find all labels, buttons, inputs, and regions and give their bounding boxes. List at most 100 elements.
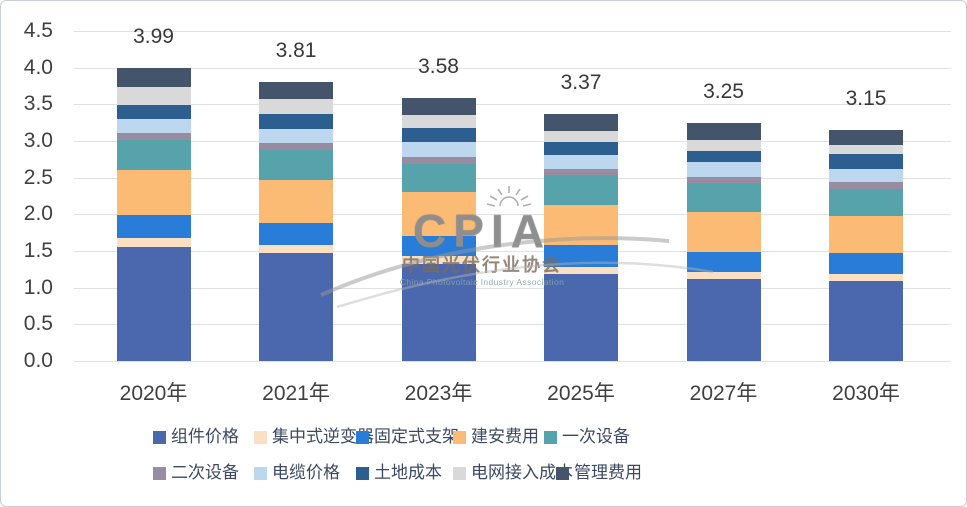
legend-label: 电缆价格 xyxy=(272,463,340,482)
y-axis-tick-label: 3.0 xyxy=(23,129,53,152)
bar-segment xyxy=(116,169,191,216)
gridline xyxy=(74,361,951,362)
legend-swatch-icon xyxy=(254,466,267,480)
gridline xyxy=(74,287,951,289)
bar-segment xyxy=(116,215,191,238)
bar-2027 xyxy=(686,1,761,361)
x-axis-tick-label: 2025年 xyxy=(547,382,615,405)
y-axis-tick-label: 1.0 xyxy=(23,275,53,299)
gridline xyxy=(74,251,951,252)
legend-item: 组件价格 xyxy=(153,427,239,446)
bar-segment xyxy=(829,145,903,155)
bar-segment xyxy=(544,267,618,275)
legend-swatch-icon xyxy=(356,430,369,444)
bar-segment xyxy=(544,245,618,268)
bar-segment xyxy=(686,278,761,361)
bar-segment xyxy=(686,212,761,253)
bar-segment xyxy=(401,235,476,257)
legend-item: 建安费用 xyxy=(453,428,539,445)
bar-total-label: 3.25 xyxy=(703,79,744,103)
y-axis-tick-label: 2.0 xyxy=(23,202,53,226)
bar-segment xyxy=(544,131,618,142)
legend-item: 一次设备 xyxy=(544,428,630,445)
bar-segment xyxy=(829,281,903,361)
bar-segment xyxy=(401,142,476,158)
legend-swatch-icon xyxy=(254,430,267,444)
bar-segment xyxy=(686,176,761,183)
legend-label: 二次设备 xyxy=(171,463,239,482)
bar-segment xyxy=(401,157,476,164)
bar-segment xyxy=(116,247,191,361)
bar-segment xyxy=(829,154,903,169)
bar-segment xyxy=(259,253,333,361)
legend-item: 电网接入成本 xyxy=(453,463,573,482)
bar-segment xyxy=(829,168,903,183)
gridline xyxy=(74,104,951,106)
bar-segment xyxy=(829,274,903,282)
legend-swatch-icon xyxy=(453,466,466,480)
gridline xyxy=(74,324,951,326)
bar-segment xyxy=(829,215,903,254)
legend-swatch-icon xyxy=(556,466,569,480)
x-axis-tick-label: 2020年 xyxy=(119,382,188,405)
gridline xyxy=(74,141,951,142)
legend-swatch-icon xyxy=(153,466,166,480)
bar-total-label: 3.37 xyxy=(560,70,602,94)
x-axis-tick-label: 2027年 xyxy=(689,382,758,405)
legend-item: 土地成本 xyxy=(356,463,442,482)
bar-2025 xyxy=(544,1,618,361)
bar-segment xyxy=(116,119,191,133)
bar-segment xyxy=(829,130,903,146)
bar-segment xyxy=(544,154,618,169)
bar-segment xyxy=(259,245,333,254)
bar-segment xyxy=(829,182,903,189)
bar-segment xyxy=(401,256,476,265)
bar-segment xyxy=(116,139,191,170)
legend-item: 集中式逆变器 xyxy=(254,427,374,446)
gridline xyxy=(74,214,951,216)
bar-segment xyxy=(544,274,618,361)
bar-2020 xyxy=(116,1,191,361)
bar-segment xyxy=(401,192,476,236)
bar-segment xyxy=(686,252,761,273)
y-axis-tick-label: 4.5 xyxy=(23,19,53,42)
legend-item: 二次设备 xyxy=(153,463,239,482)
legend-item: 固定式支架 xyxy=(356,427,459,446)
bar-segment xyxy=(116,105,191,119)
bar-segment xyxy=(116,68,191,88)
bar-segment xyxy=(544,113,618,132)
legend-label: 固定式支架 xyxy=(374,427,459,446)
y-axis-tick-label: 2.5 xyxy=(23,165,53,189)
bar-segment xyxy=(259,128,333,144)
legend-swatch-icon xyxy=(453,430,466,444)
bar-2030 xyxy=(829,1,903,361)
bar-segment xyxy=(829,253,903,275)
legend-label: 土地成本 xyxy=(374,463,442,482)
y-axis-tick-label: 4.0 xyxy=(23,55,53,79)
y-axis-tick-label: 0.5 xyxy=(23,312,53,336)
x-axis-tick-label: 2021年 xyxy=(262,382,330,405)
legend-label: 组件价格 xyxy=(171,427,239,446)
bar-segment xyxy=(401,98,476,116)
bar-segment xyxy=(259,81,333,100)
bar-segment xyxy=(259,223,333,246)
y-axis-tick-label: 3.5 xyxy=(23,92,53,116)
y-axis-tick-label: 0.0 xyxy=(23,349,53,372)
legend-label: 集中式逆变器 xyxy=(272,427,374,446)
bar-2021 xyxy=(259,1,333,361)
bar-total-label: 3.81 xyxy=(275,38,317,62)
bar-segment xyxy=(544,168,618,176)
legend-label: 电网接入成本 xyxy=(471,463,573,482)
bar-segment xyxy=(401,264,476,361)
bar-segment xyxy=(116,237,191,248)
bar-segment xyxy=(116,132,191,140)
bar-segment xyxy=(544,175,618,205)
bar-segment xyxy=(829,188,903,216)
bar-segment xyxy=(686,122,761,140)
x-axis-tick-label: 2023年 xyxy=(404,382,473,405)
bar-segment xyxy=(401,115,476,128)
bar-segment xyxy=(686,150,761,163)
bar-total-label: 3.99 xyxy=(133,25,174,49)
bar-segment xyxy=(259,99,333,114)
legend-item: 管理费用 xyxy=(556,464,642,481)
